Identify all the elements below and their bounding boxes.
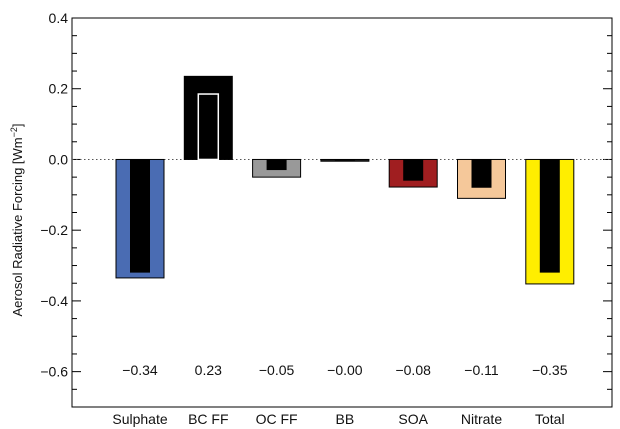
category-label: OC FF — [256, 411, 298, 427]
inner-bar-bc-ff — [197, 93, 220, 161]
y-axis-title: Aerosol Radiative Forcing [Wm−2] — [9, 123, 25, 316]
category-label: BB — [336, 411, 355, 427]
y-tick-label: 0.2 — [49, 81, 69, 97]
category-label: Sulphate — [112, 411, 167, 427]
value-label: −0.05 — [259, 362, 295, 378]
value-label: −0.35 — [532, 362, 568, 378]
y-tick-label: −0.2 — [40, 222, 68, 238]
inner-bar-bb — [334, 159, 355, 161]
y-tick-label: −0.6 — [40, 364, 68, 380]
y-tick-label: 0.0 — [49, 151, 69, 167]
value-label: −0.08 — [395, 362, 431, 378]
y-tick-label: 0.4 — [49, 10, 69, 26]
category-label: Nitrate — [461, 411, 502, 427]
y-axis-title-main: Aerosol Radiative Forcing [Wm — [10, 137, 25, 316]
plot-area — [71, 17, 613, 408]
inner-bar-nitrate — [471, 159, 492, 188]
labels: 0.4 0.2 0.0 −0.2 −0.4 −0.6 −0.34 Sulphate 0.23 BC… — [40, 10, 567, 427]
inner-bar-sulphate — [130, 159, 150, 273]
y-tick-label: −0.4 — [40, 293, 68, 309]
inner-bar-oc-ff — [266, 159, 287, 171]
y-axis-title-sup: −2 — [9, 127, 19, 137]
bars — [115, 75, 575, 285]
value-label: −0.11 — [464, 362, 499, 378]
bar-bc-ff — [183, 75, 233, 160]
category-label: Total — [535, 411, 565, 427]
value-label: −0.34 — [122, 362, 158, 378]
category-label: SOA — [398, 411, 428, 427]
inner-bar-soa — [403, 159, 424, 181]
inner-bar-total — [539, 159, 560, 273]
value-label: −0.00 — [327, 362, 363, 378]
category-label: BC FF — [188, 411, 228, 427]
y-axis-title-end: ] — [10, 123, 25, 127]
value-label: 0.23 — [195, 362, 222, 378]
